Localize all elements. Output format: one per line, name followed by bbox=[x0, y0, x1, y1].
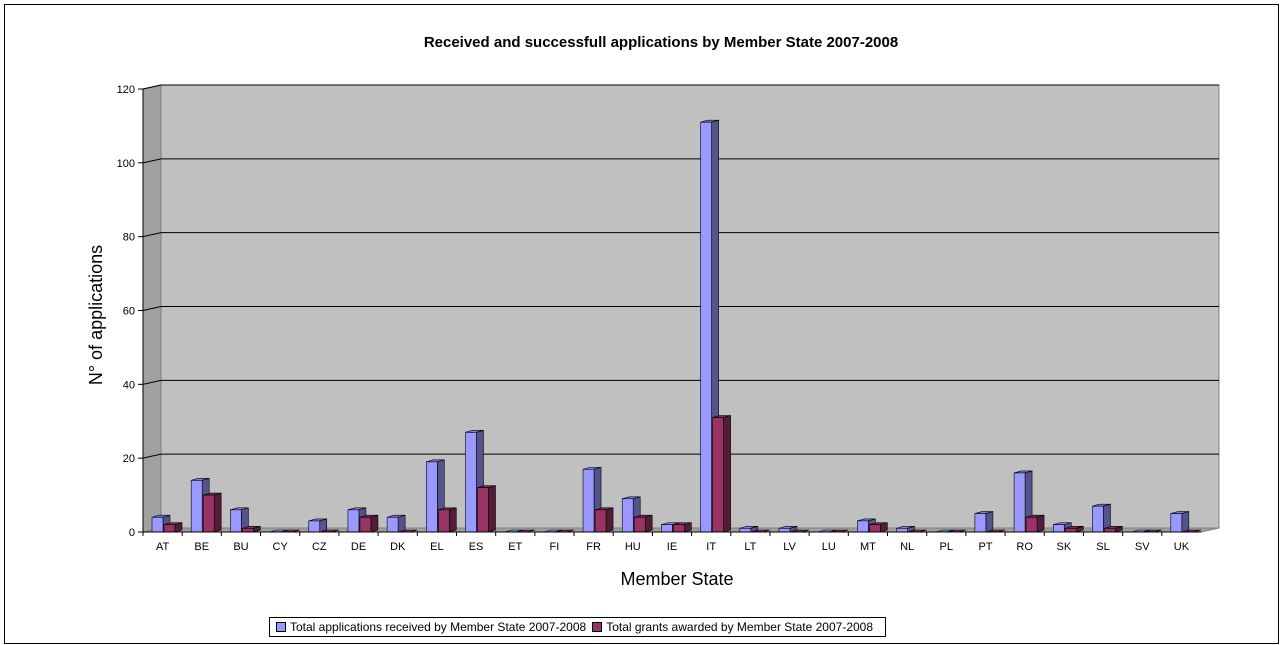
x-tick-label-cz: CZ bbox=[312, 541, 327, 553]
x-tick-label-mt: MT bbox=[860, 541, 876, 553]
bar-received-nl bbox=[896, 525, 915, 533]
bar-received-cz bbox=[308, 518, 328, 533]
bar-awarded-ie bbox=[673, 522, 692, 533]
bar-awarded-mt bbox=[869, 522, 888, 533]
chart-legend: Total applications received by Member St… bbox=[269, 617, 887, 637]
gridline bbox=[142, 379, 1219, 385]
legend-label-received: Total applications received by Member St… bbox=[290, 620, 587, 634]
x-tick-label-sl: SL bbox=[1096, 541, 1109, 553]
bar-awarded-ro bbox=[1025, 514, 1045, 533]
x-tick-label-ie: IE bbox=[667, 541, 677, 553]
x-tick-label-lu: LU bbox=[822, 541, 836, 553]
y-axis-label: N° of applications bbox=[86, 245, 106, 385]
bar-awarded-hu bbox=[633, 514, 653, 533]
x-tick-label-lv: LV bbox=[783, 541, 796, 553]
x-tick-label-et: ET bbox=[508, 541, 522, 553]
y-tick-label: 100 bbox=[117, 158, 135, 170]
gridline bbox=[142, 453, 1219, 459]
bar-awarded-sl bbox=[1104, 525, 1123, 533]
x-tick-label-pl: PL bbox=[940, 541, 953, 553]
legend-label-awarded: Total grants awarded by Member State 200… bbox=[606, 620, 874, 634]
bar-awarded-at bbox=[163, 522, 183, 533]
chart-title: Received and successfull applications by… bbox=[424, 34, 898, 51]
legend-swatch-awarded bbox=[592, 622, 603, 632]
gridline bbox=[142, 84, 1219, 90]
x-tick-label-de: DE bbox=[351, 541, 366, 553]
bar-awarded-el bbox=[437, 507, 457, 533]
x-tick-label-lt: LT bbox=[744, 541, 756, 553]
bar-received-dk bbox=[386, 514, 406, 533]
x-tick-label-sk: SK bbox=[1057, 541, 1072, 553]
bar-received-pt bbox=[974, 511, 994, 533]
x-tick-label-sv: SV bbox=[1135, 541, 1150, 553]
chart-frame: 0 20 40 60 80 100 120 AT BE BU CY CZ DE DK EL ES ET FI FR H… bbox=[4, 4, 1279, 644]
x-tick-label-hu: HU bbox=[625, 541, 641, 553]
x-tick-label-fi: FI bbox=[550, 541, 560, 553]
bar-awarded-fr bbox=[594, 507, 614, 533]
y-tick-label: 120 bbox=[117, 84, 135, 96]
legend-item-received: Total applications received by Member St… bbox=[276, 620, 586, 634]
y-tick-label: 0 bbox=[129, 527, 135, 539]
legend-item-awarded: Total grants awarded by Member State 200… bbox=[592, 620, 873, 634]
x-tick-label-pt: PT bbox=[978, 541, 992, 553]
x-tick-label-es: ES bbox=[469, 541, 484, 553]
x-axis-label: Member State bbox=[620, 569, 733, 589]
x-tick-label-be: BE bbox=[194, 541, 209, 553]
bar-awarded-be bbox=[202, 492, 222, 533]
y-tick-label: 80 bbox=[123, 232, 135, 244]
gridline bbox=[142, 158, 1219, 164]
bar-awarded-de bbox=[359, 514, 379, 533]
x-tick-label-uk: UK bbox=[1174, 541, 1190, 553]
x-tick-label-dk: DK bbox=[390, 541, 406, 553]
bar-received-uk bbox=[1170, 511, 1190, 533]
x-tick-label-at: AT bbox=[156, 541, 170, 553]
bar-awarded-sk bbox=[1064, 525, 1084, 533]
gridline bbox=[142, 232, 1219, 238]
x-tick-label-el: EL bbox=[430, 541, 443, 553]
x-tick-label-cy: CY bbox=[273, 541, 289, 553]
y-tick-label: 20 bbox=[123, 453, 135, 465]
bar-awarded-bu bbox=[242, 525, 261, 533]
y-tick-label: 40 bbox=[123, 379, 135, 391]
x-tick-label-nl: NL bbox=[900, 541, 914, 553]
gridline bbox=[142, 306, 1219, 311]
chart-svg: 0 20 40 60 80 100 120 AT BE BU CY CZ DE DK EL ES ET FI FR H… bbox=[86, 34, 1220, 589]
x-tick-label-ro: RO bbox=[1016, 541, 1033, 553]
y-tick-label: 60 bbox=[123, 306, 135, 318]
x-tick-label-fr: FR bbox=[586, 541, 601, 553]
bar-awarded-es bbox=[477, 485, 496, 533]
legend-swatch-received bbox=[276, 622, 286, 632]
bar-awarded-it bbox=[712, 415, 731, 533]
x-tick-label-bu: BU bbox=[233, 541, 248, 553]
x-tick-label-it: IT bbox=[706, 541, 716, 553]
